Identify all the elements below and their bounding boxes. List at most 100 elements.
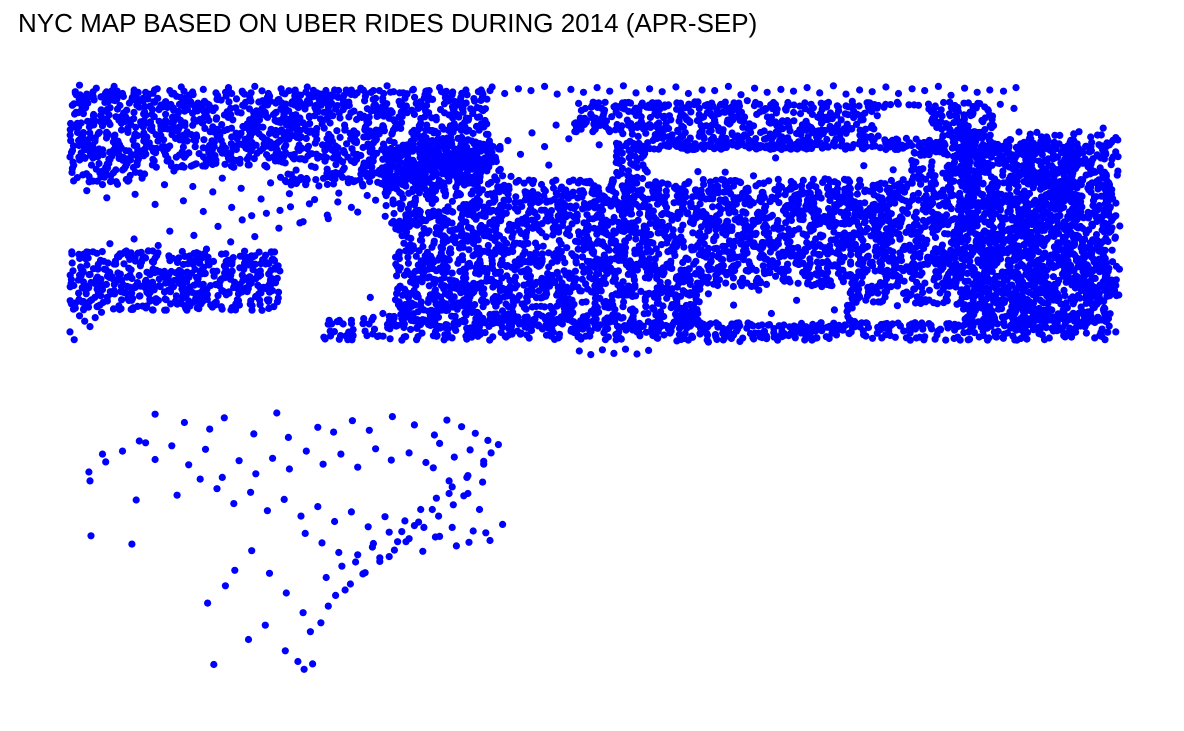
data-point	[611, 255, 619, 263]
data-point	[881, 293, 889, 301]
data-point	[678, 203, 687, 212]
data-point	[512, 178, 520, 186]
data-point	[826, 196, 834, 205]
data-point	[574, 245, 582, 253]
data-point	[451, 313, 459, 321]
data-point	[418, 278, 426, 286]
data-point	[400, 225, 408, 233]
data-point	[834, 239, 842, 247]
data-point	[784, 231, 792, 240]
data-point	[473, 244, 481, 253]
data-point	[696, 229, 704, 237]
data-point	[617, 220, 626, 228]
data-point	[631, 283, 639, 291]
data-point	[638, 250, 646, 258]
data-point	[925, 151, 933, 159]
data-point	[661, 125, 669, 133]
data-point	[538, 279, 547, 287]
data-point	[517, 229, 526, 238]
data-point	[407, 234, 415, 242]
data-point	[852, 273, 860, 281]
data-point	[418, 236, 426, 245]
data-point	[533, 250, 541, 258]
data-point	[810, 214, 818, 222]
data-point	[458, 252, 466, 260]
data-point	[424, 195, 432, 203]
data-point	[712, 220, 720, 229]
data-point	[601, 98, 609, 106]
data-point	[462, 274, 470, 282]
data-point	[858, 144, 867, 152]
data-point	[731, 208, 739, 216]
data-point	[625, 147, 633, 155]
data-point	[620, 227, 628, 235]
data-point	[1095, 152, 1103, 160]
data-point	[699, 207, 707, 216]
data-point	[885, 257, 893, 265]
data-point	[891, 199, 899, 207]
data-point	[1077, 303, 1085, 311]
data-point	[411, 267, 419, 275]
data-point	[448, 219, 456, 227]
data-point	[492, 268, 500, 276]
data-point	[910, 220, 918, 229]
data-point	[716, 209, 724, 218]
data-point	[506, 283, 514, 291]
data-point	[639, 229, 648, 237]
data-point	[753, 210, 762, 218]
chart-title: NYC MAP BASED ON UBER RIDES DURING 2014 …	[18, 8, 758, 38]
data-point	[772, 272, 780, 280]
data-point	[475, 251, 483, 259]
data-point	[663, 142, 671, 150]
data-point	[937, 213, 945, 221]
data-point	[516, 199, 524, 207]
data-point	[390, 209, 398, 218]
data-point	[679, 221, 687, 229]
data-point	[590, 263, 598, 271]
data-point	[925, 286, 934, 294]
data-point	[525, 176, 533, 184]
data-point	[850, 229, 858, 237]
data-point	[895, 230, 903, 238]
data-point	[486, 219, 494, 227]
data-point	[396, 304, 404, 312]
data-point	[701, 232, 709, 240]
data-point	[869, 298, 878, 306]
data-point	[461, 233, 469, 241]
data-point	[920, 194, 928, 202]
data-point	[513, 222, 521, 230]
data-point	[677, 233, 685, 241]
data-point	[428, 243, 436, 251]
data-point	[1067, 295, 1075, 303]
data-point	[862, 243, 870, 252]
data-point	[504, 303, 512, 311]
data-point	[538, 229, 546, 237]
data-point	[625, 154, 633, 162]
data-point	[412, 252, 420, 260]
data-point	[763, 231, 771, 240]
data-point	[752, 229, 760, 237]
data-point	[917, 180, 925, 188]
data-point	[439, 238, 447, 246]
data-point	[813, 271, 821, 279]
data-point	[762, 202, 770, 210]
data-point	[937, 106, 945, 114]
data-point	[876, 195, 884, 203]
data-point	[662, 226, 670, 234]
data-point	[652, 221, 660, 229]
data-point	[854, 251, 862, 259]
data-point	[855, 222, 863, 230]
data-point	[403, 267, 411, 275]
data-point	[508, 293, 516, 301]
data-point	[841, 189, 849, 197]
data-point	[408, 289, 416, 298]
data-point	[1004, 208, 1012, 216]
data-point	[723, 217, 731, 225]
data-point	[552, 189, 560, 197]
data-point	[655, 266, 663, 275]
data-point	[847, 258, 855, 266]
data-point	[460, 204, 468, 212]
data-point	[705, 188, 713, 196]
data-point	[684, 179, 692, 187]
data-point	[624, 177, 633, 185]
